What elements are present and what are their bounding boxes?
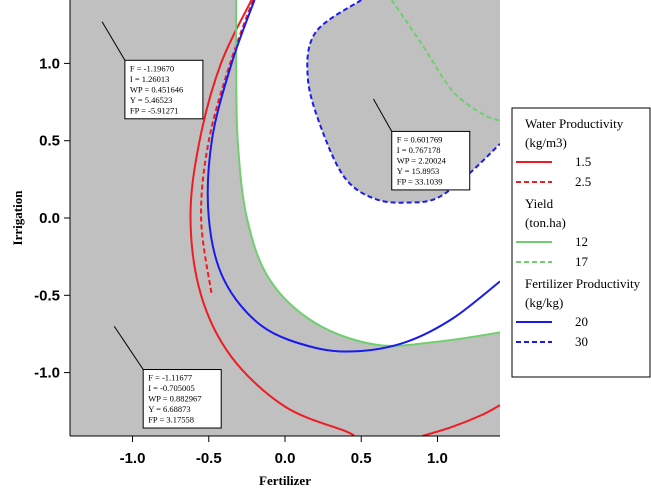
annotation-text: F = 0.601769: [397, 134, 443, 144]
annotation-box: [391, 130, 471, 191]
annotation-text: I = 1.26013: [130, 74, 170, 84]
contour-fp-20: [206, 0, 500, 353]
legend-group-title: Fertilizer Productivity: [525, 276, 641, 291]
y-tick-label: 1.0: [39, 55, 60, 72]
y-tick-label: -1.0: [34, 365, 60, 382]
x-tick-label: 0.0: [275, 450, 296, 467]
legend-group-title: Water Productivity: [525, 116, 624, 131]
annotation-text: FP = 3.17558: [148, 415, 194, 425]
y-tick-label: 0.0: [39, 210, 60, 227]
x-axis-title: Fertilizer: [259, 473, 311, 488]
annotation-leader: [373, 98, 393, 132]
x-tick-label: -1.0: [120, 450, 146, 467]
x-tick-label: -0.5: [196, 450, 222, 467]
legend: Water Productivity (kg/m3) 1.5 2.5 Yield (ton…: [511, 107, 651, 378]
annotation-text: I = -0.705005: [148, 383, 195, 393]
legend-group-title: (ton.ha): [525, 215, 566, 230]
x-tick-label: 1.0: [427, 450, 448, 467]
annotation-text: I = 0.767178: [397, 145, 441, 155]
feasible-region: [236, 0, 500, 346]
annotation-text: Y = 5.46523: [130, 95, 173, 105]
annotation-text: FP = -5.91271: [130, 105, 179, 115]
annotation-text: Y = 6.68873: [148, 404, 191, 414]
annotation-text: Y = 15.8953: [397, 166, 440, 176]
x-tick-label: 0.5: [351, 450, 372, 467]
x-ticks: -1.0 -0.5 0.0 0.5 1.0: [120, 436, 448, 467]
annotation-box: [124, 59, 204, 120]
y-axis-title: Irrigation: [10, 190, 25, 246]
contour-yield-12: [235, 0, 500, 347]
contour-yield-17: [390, 0, 500, 122]
legend-group-title: (kg/kg): [525, 295, 563, 310]
y-tick-label: 0.5: [39, 133, 60, 150]
annotation-text: WP = 0.451646: [130, 84, 183, 94]
y-ticks: 1.0 0.5 0.0 -0.5 -1.0: [34, 55, 70, 382]
contour-wp-2-5: [200, 0, 254, 296]
feasible-region-fill: [236, 0, 500, 346]
legend-entry-label: 20: [575, 314, 588, 329]
annotation-text: WP = 2.20024: [397, 155, 447, 165]
legend-entry-label: 1.5: [575, 154, 591, 169]
legend-entry-label: 12: [575, 234, 588, 249]
legend-group-title: (kg/m3): [525, 135, 567, 150]
annotation-leader: [113, 325, 144, 370]
annotation-text: F = -1.11677: [148, 373, 192, 383]
annotation-text: F = -1.19670: [130, 63, 174, 73]
annotation-leader: [101, 21, 126, 61]
legend-entry-label: 2.5: [575, 174, 591, 189]
legend-entry-label: 30: [575, 334, 588, 349]
contour-wp-1-5: [189, 0, 355, 436]
annotation-text: WP = 0.882967: [148, 394, 201, 404]
contour-wp-1-5: [421, 404, 500, 436]
annotation-text: FP = 33.1039: [397, 176, 443, 186]
legend-entry-label: 17: [575, 254, 589, 269]
annotation-box: [142, 369, 222, 429]
legend-group-title: Yield: [525, 196, 554, 211]
y-tick-label: -0.5: [34, 287, 60, 304]
